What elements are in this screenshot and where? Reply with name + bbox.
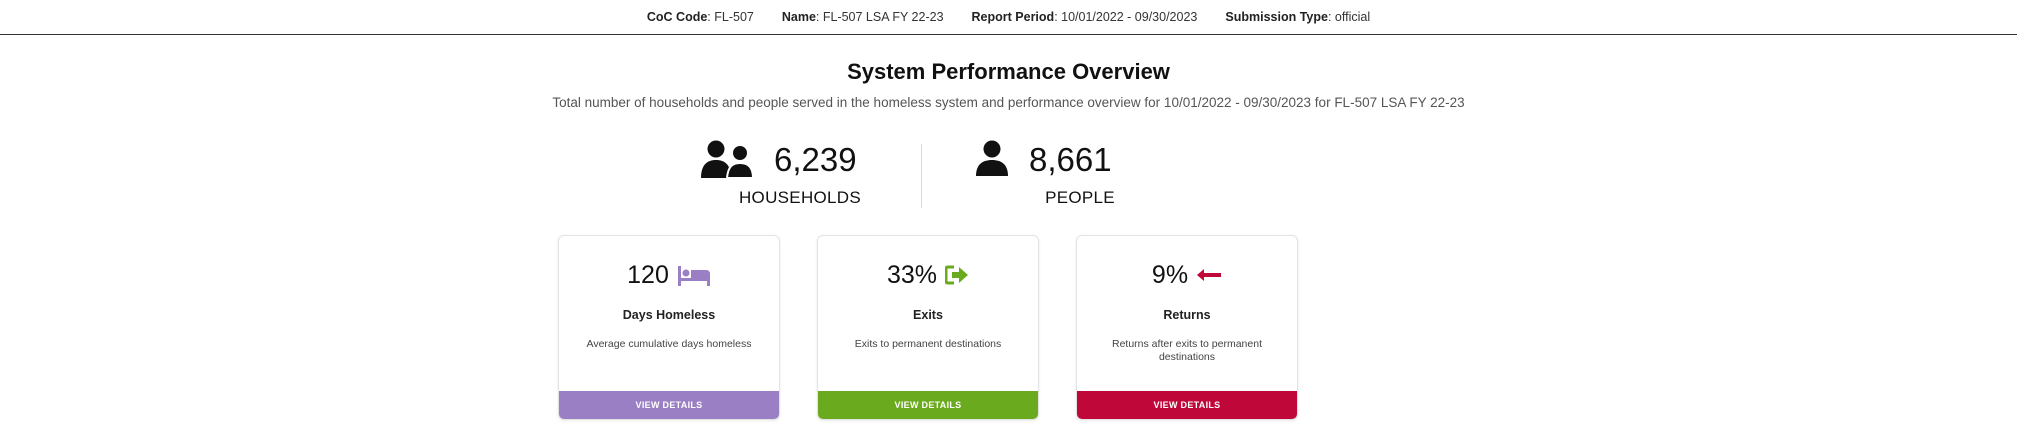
days-homeless-title: Days Homeless [622, 308, 716, 322]
exit-arrow-icon [945, 265, 969, 285]
user-icon [975, 140, 1009, 180]
coc-code-label: CoC Code [646, 10, 708, 24]
exits-card: 33% Exits Exits to permanent destination… [817, 235, 1039, 420]
exits-view-details-button[interactable]: VIEW DETAILS [818, 391, 1038, 419]
report-period-value: : 10/01/2022 - 09/30/2023 [1054, 10, 1198, 24]
page-title: System Performance Overview [847, 59, 1170, 84]
coc-code-info: CoC Code: FL-507 [647, 10, 754, 24]
households-total: 6,239 HOUSEHOLDS [700, 138, 878, 208]
report-info-bar: CoC Code: FL-507 Name: FL-507 LSA FY 22-… [0, 0, 2017, 35]
exits-title: Exits [913, 308, 943, 322]
page-subtitle: Total number of households and people se… [552, 95, 1465, 110]
totals-section: 6,239 HOUSEHOLDS 8,661 PEOPLE [0, 138, 2017, 210]
households-label: HOUSEHOLDS [738, 188, 862, 207]
left-arrow-icon [1196, 268, 1222, 282]
days-homeless-description: Average cumulative days homeless [586, 338, 752, 350]
days-homeless-value: 120 [627, 260, 669, 289]
submission-type-label: Submission Type [1225, 10, 1328, 24]
totals-divider [921, 144, 922, 208]
report-name-value: : FL-507 LSA FY 22-23 [815, 10, 944, 24]
report-period-label: Report Period [971, 10, 1055, 24]
returns-card: 9% Returns Returns after exits to perman… [1076, 235, 1298, 420]
report-name-label: Name [781, 10, 816, 24]
days-homeless-card: 120 Days Homeless Average cumulative day… [558, 235, 780, 420]
report-name-info: Name: FL-507 LSA FY 22-23 [782, 10, 944, 24]
exits-value: 33% [886, 260, 938, 289]
submission-type-info: Submission Type: official [1225, 10, 1370, 24]
report-period-info: Report Period: 10/01/2022 - 09/30/2023 [972, 10, 1198, 24]
days-homeless-view-details-button[interactable]: VIEW DETAILS [559, 391, 779, 419]
users-icon [700, 140, 754, 180]
people-value: 8,661 [1029, 141, 1112, 178]
bed-icon [677, 264, 711, 286]
returns-description: Returns after exits to permanent destina… [1112, 338, 1262, 363]
coc-code-value: : FL-507 [707, 10, 754, 24]
people-total: 8,661 PEOPLE [975, 138, 1153, 208]
returns-value: 9% [1151, 260, 1189, 289]
households-value: 6,239 [774, 141, 857, 178]
submission-type-value: : official [1327, 10, 1371, 24]
metric-cards: 120 Days Homeless Average cumulative day… [558, 235, 1298, 420]
exits-description: Exits to permanent destinations [854, 338, 1002, 350]
returns-view-details-button[interactable]: VIEW DETAILS [1077, 391, 1297, 419]
returns-title: Returns [1163, 308, 1211, 322]
people-label: PEOPLE [1045, 188, 1115, 207]
